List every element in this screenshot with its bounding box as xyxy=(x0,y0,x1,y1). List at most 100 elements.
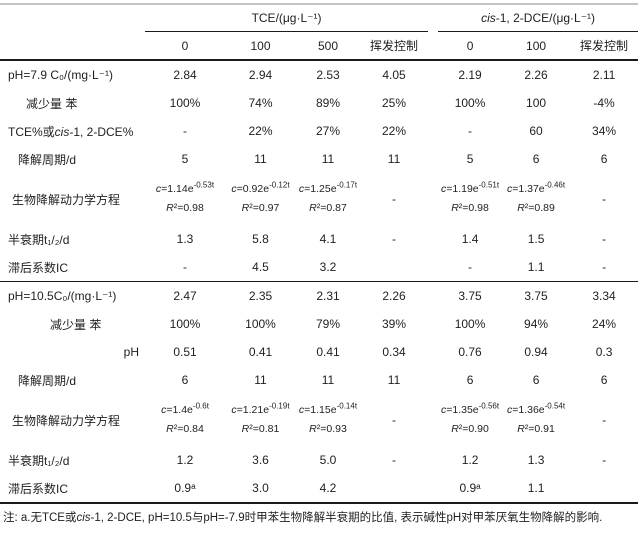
data-cell: 2.26 xyxy=(382,289,406,303)
data-cell: 6 xyxy=(532,373,540,387)
data-cell: 2.26 xyxy=(524,68,548,82)
kinetics-cell: c=1.4e-0.6t R²=0.84 xyxy=(145,394,225,446)
row-ph79-benzene-reduction: 减少量 苯 100% 74% 89% 25% 100% 100 -4% xyxy=(0,89,638,117)
data-cell: 100 xyxy=(526,96,547,110)
label-italic: cis xyxy=(54,124,70,139)
tce-group-header: TCE/(μg·L⁻¹) xyxy=(145,4,429,32)
kinetics-cell: c=1.15e-0.14t R²=0.93 xyxy=(296,394,360,446)
equation: c=1.14e xyxy=(155,183,194,195)
data-cell: 34% xyxy=(592,124,617,138)
data-cell: 5.0 xyxy=(319,453,337,467)
data-cell: - xyxy=(602,232,607,246)
data-cell: - xyxy=(392,232,397,246)
data-cell: 6 xyxy=(466,373,474,387)
data-cell: 24% xyxy=(592,317,617,331)
gap-cell xyxy=(428,366,438,394)
equation-exponent: -0.12t xyxy=(269,180,290,190)
equation-exponent: -0.56t xyxy=(478,401,500,411)
data-cell: 1.4 xyxy=(461,232,479,246)
row-label-tce-dce-pct: TCE%或cis-1, 2-DCE% xyxy=(0,117,145,145)
degradation-results-table: TCE/(μg·L⁻¹) cis-1, 2-DCE/(μg·L⁻¹) 0 100… xyxy=(0,3,638,504)
kinetics-cell: c=1.35e-0.56t R²=0.90 xyxy=(438,394,502,446)
equation-exponent: -0.46t xyxy=(544,180,566,190)
kinetics-cell: c=1.36e-0.54t R²=0.91 xyxy=(502,394,570,446)
data-cell: 60 xyxy=(529,124,543,138)
data-cell: - xyxy=(438,253,503,282)
gap-cell xyxy=(428,117,438,145)
data-cell: -4% xyxy=(593,96,615,110)
col-header-dce-volatilization-control: 挥发控制 xyxy=(570,31,638,61)
gap-cell xyxy=(428,394,438,446)
col-header-tce-volatilization-control: 挥发控制 xyxy=(360,31,429,61)
data-cell xyxy=(360,253,429,282)
gap-cell xyxy=(428,446,438,474)
row-ph79-c0: pH=7.9 C₀/(mg·L⁻¹) 2.84 2.94 2.53 4.05 2… xyxy=(0,60,638,89)
row-ph105-benzene-reduction: 减少量 苯 100% 100% 79% 39% 100% 94% 24% xyxy=(0,310,638,338)
kinetics-cell: c=1.25e-0.17t R²=0.87 xyxy=(296,173,360,225)
data-cell: 5.8 xyxy=(252,232,269,246)
row-ph105-kinetics: 生物降解动力学方程 c=1.4e-0.6t R²=0.84 c=1.21e-0.1… xyxy=(0,394,638,446)
row-ph79-kinetics: 生物降解动力学方程 c=1.14e-0.53t R²=0.98 c=0.92e-0… xyxy=(0,173,638,225)
data-cell: - xyxy=(183,124,187,138)
col-header-gap xyxy=(428,31,439,61)
data-cell: 39% xyxy=(382,317,407,331)
data-cell: 4.1 xyxy=(319,232,337,246)
r-squared: R²=0.98 xyxy=(166,202,204,214)
data-cell: 3.34 xyxy=(592,289,616,303)
data-cell: 89% xyxy=(315,96,341,110)
data-cell: 11 xyxy=(321,373,335,387)
equation: c=1.15e xyxy=(298,404,337,416)
data-cell: 100% xyxy=(169,96,201,110)
data-cell: - xyxy=(602,453,607,467)
data-cell: 79% xyxy=(315,317,341,331)
data-cell: 3.0 xyxy=(225,474,296,504)
r-squared: R²=0.87 xyxy=(309,202,347,214)
table-figure: TCE/(μg·L⁻¹) cis-1, 2-DCE/(μg·L⁻¹) 0 100… xyxy=(0,3,638,527)
equation-exponent: -0.51t xyxy=(478,180,500,190)
kinetics-cell: c=1.21e-0.19t R²=0.81 xyxy=(225,394,296,446)
r-squared: R²=0.91 xyxy=(517,423,555,435)
row-label-benzene: 减少量 苯 xyxy=(26,96,78,111)
data-cell: 0.34 xyxy=(382,345,406,359)
data-cell: 94% xyxy=(524,317,549,331)
dce-group-label-italic: cis xyxy=(481,11,496,25)
data-cell: 100% xyxy=(169,317,201,331)
row-ph105-degradation-period: 降解周期/d 6 11 11 11 6 6 6 xyxy=(0,366,638,394)
col-header-tce-100: 100 xyxy=(225,31,296,61)
data-cell: 1.2 xyxy=(461,453,479,467)
data-cell: 11 xyxy=(387,373,401,387)
data-cell: 11 xyxy=(254,373,267,387)
data-cell: 2.11 xyxy=(592,68,616,82)
data-cell xyxy=(570,474,638,504)
row-ph105-halflife: 半衰期t₁/₂/d 1.2 3.6 5.0 - 1.2 1.3 - xyxy=(0,446,638,474)
data-cell: 4.2 xyxy=(296,474,360,504)
gap-cell xyxy=(428,225,438,253)
label-column-header xyxy=(0,31,145,61)
equation: c=1.36e xyxy=(506,404,545,416)
data-cell: 100% xyxy=(454,96,486,110)
data-cell: 22% xyxy=(248,124,273,138)
data-cell: 6 xyxy=(181,373,189,387)
r-squared: R²=0.93 xyxy=(309,423,347,435)
equation-exponent: -0.53t xyxy=(193,180,215,190)
col-header-tce-0: 0 xyxy=(145,31,225,61)
data-cell: 3.75 xyxy=(524,289,548,303)
r-squared: R²=0.98 xyxy=(451,202,489,214)
equation: c=1.21e xyxy=(231,404,270,416)
data-cell: 0.51 xyxy=(173,345,197,359)
data-cell: 0.3 xyxy=(595,345,613,359)
row-label-halflife: 半衰期t₁/₂/d xyxy=(8,232,70,247)
equation: c=1.4e xyxy=(161,404,193,416)
group-header-row: TCE/(μg·L⁻¹) cis-1, 2-DCE/(μg·L⁻¹) xyxy=(0,4,638,32)
data-cell: 1.1 xyxy=(502,474,571,504)
r-squared: R²=0.81 xyxy=(241,423,280,435)
equation-exponent: -0.14t xyxy=(336,401,358,411)
r-squared: R²=0.89 xyxy=(517,202,555,214)
data-cell: 4.05 xyxy=(382,68,406,82)
kinetics-cell: - xyxy=(602,413,607,427)
data-cell: 25% xyxy=(382,96,407,110)
gap-cell xyxy=(428,145,438,173)
data-cell: 1.3 xyxy=(527,453,545,467)
data-cell: 100% xyxy=(245,317,276,331)
row-ph105-lag-coefficient: 滞后系数IC 0.9ᵃ 3.0 4.2 0.9ᵃ 1.1 xyxy=(0,474,638,504)
